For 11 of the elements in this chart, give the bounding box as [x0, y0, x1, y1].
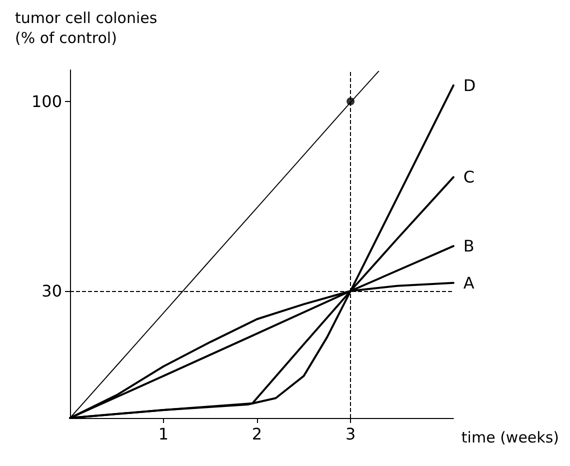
x-tick-label: 3 — [345, 424, 356, 444]
y-tick-label: 100 — [31, 92, 62, 111]
y-axis-title: tumor cell colonies (% of control) — [15, 9, 158, 47]
x-tick-label: 1 — [158, 424, 169, 444]
x-axis-title: time (weeks) — [461, 428, 560, 446]
series-label: D — [463, 76, 476, 95]
series-label: A — [463, 273, 474, 292]
series-label: B — [463, 236, 474, 256]
x-tick-label: 2 — [252, 424, 262, 444]
series-label: C — [463, 168, 475, 187]
y-tick-label: 30 — [42, 282, 62, 301]
